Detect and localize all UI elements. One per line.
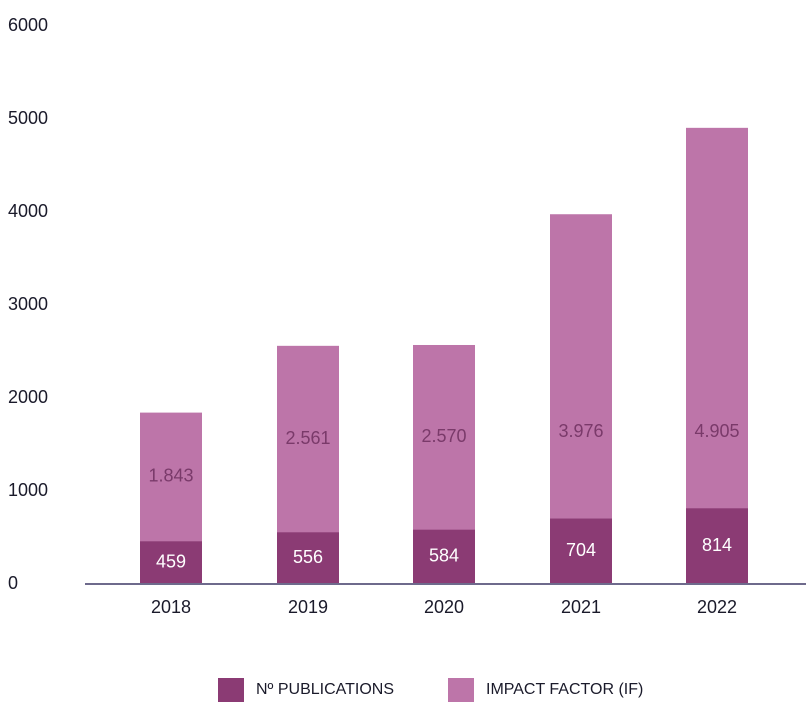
- value-label: 704: [566, 540, 596, 560]
- value-label: 1.843: [148, 466, 193, 486]
- legend-swatch: [218, 678, 244, 702]
- bar: [686, 508, 748, 584]
- x-tick-label: 2021: [561, 597, 601, 617]
- legend-label: Nº PUBLICATIONS: [256, 681, 394, 698]
- bar: [277, 532, 339, 584]
- value-label: 556: [293, 547, 323, 567]
- y-tick-label: 3000: [8, 294, 48, 314]
- y-tick-label: 0: [8, 573, 18, 593]
- x-tick-label: 2019: [288, 597, 328, 617]
- value-label: 584: [429, 546, 459, 566]
- y-tick-label: 1000: [8, 480, 48, 500]
- legend-swatch: [448, 678, 474, 702]
- value-label: 2.570: [421, 426, 466, 446]
- value-label: 3.976: [558, 421, 603, 441]
- y-tick-label: 6000: [8, 15, 48, 35]
- bar: [686, 127, 748, 585]
- bar: [550, 518, 612, 584]
- legend-label: IMPACT FACTOR (IF): [486, 681, 643, 698]
- value-label: 459: [156, 551, 186, 571]
- value-label: 2.561: [285, 428, 330, 448]
- x-tick-label: 2020: [424, 597, 464, 617]
- value-label: 4.905: [694, 421, 739, 441]
- y-tick-label: 4000: [8, 201, 48, 221]
- value-label: 814: [702, 535, 732, 555]
- x-tick-label: 2018: [151, 597, 191, 617]
- y-tick-label: 5000: [8, 108, 48, 128]
- x-tick-label: 2022: [697, 597, 737, 617]
- bar: [140, 541, 202, 584]
- bar: [413, 529, 475, 584]
- y-tick-label: 2000: [8, 387, 48, 407]
